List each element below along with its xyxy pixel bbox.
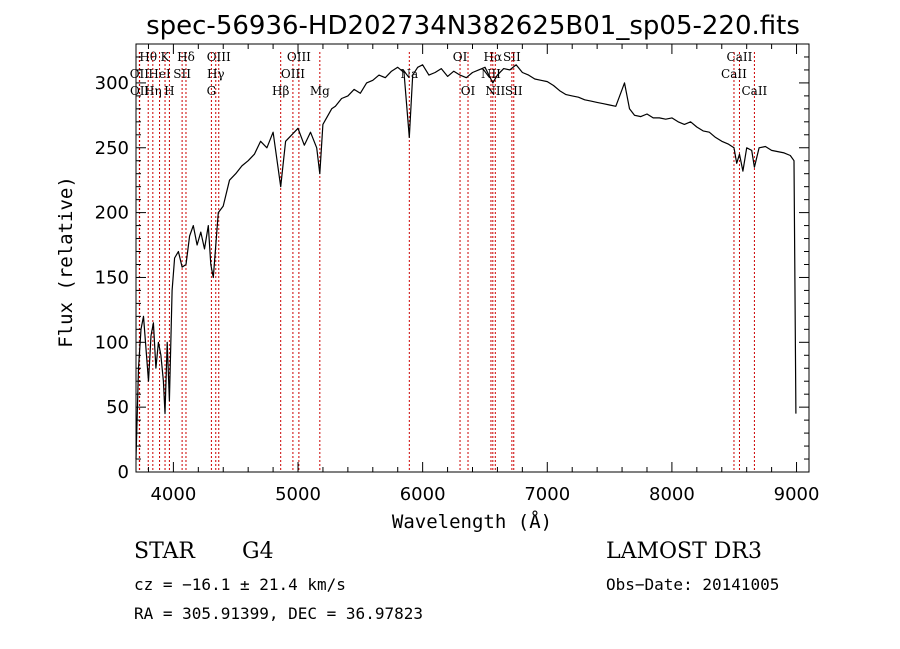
line-marker-label: K <box>161 50 171 64</box>
y-tick-label: 50 <box>106 397 129 418</box>
x-axis: 4000 5000 6000 7000 8000 9000 <box>147 44 820 505</box>
y-tick-label: 300 <box>95 73 129 94</box>
line-marker-label: OII <box>130 84 150 98</box>
line-marker-label: CaII <box>727 50 753 64</box>
y-axis: 0 50 100 150 200 250 300 <box>95 56 809 483</box>
line-marker-label: Na <box>400 67 418 81</box>
line-marker-label: CaII <box>721 67 747 81</box>
line-marker-label: CaII <box>741 84 767 98</box>
survey-label: LAMOST DR3 <box>606 539 762 564</box>
chart-title: spec-56936-HD202734N382625B01_sp05-220.f… <box>146 11 800 41</box>
obs-date: Obs−Date: 20141005 <box>606 575 780 594</box>
line-marker-label: Hθ <box>139 50 157 64</box>
line-marker-label: HeI <box>148 67 171 81</box>
y-axis-title: Flux (relative) <box>55 176 77 348</box>
object-subclass: G4 <box>242 539 274 564</box>
redshift-text: cz = −16.1 ± 21.4 km/s <box>134 575 346 594</box>
x-tick-label: 4000 <box>150 484 196 505</box>
line-marker-label: OI <box>461 84 476 98</box>
line-marker-label: NII <box>485 84 505 98</box>
plot-frame <box>135 43 810 473</box>
y-tick-label: 100 <box>95 332 129 353</box>
y-tick-label: 200 <box>95 203 129 224</box>
spectrum-line <box>135 64 797 460</box>
line-marker-label: Hβ <box>272 84 289 98</box>
line-marker-label: Hα <box>484 50 503 64</box>
line-marker-label: SII <box>505 84 523 98</box>
x-tick-label: 9000 <box>774 484 820 505</box>
line-marker-label: OIII <box>287 50 311 64</box>
y-tick-label: 0 <box>118 462 129 483</box>
x-tick-label: 7000 <box>524 484 570 505</box>
line-marker-label: SII <box>503 50 521 64</box>
line-marker-label: Mg <box>310 84 330 98</box>
coordinates-text: RA = 305.91399, DEC = 36.97823 <box>134 604 423 623</box>
line-marker-label: OIII <box>281 67 305 81</box>
object-class: STAR <box>134 539 195 564</box>
x-tick-label: 6000 <box>400 484 446 505</box>
line-marker-label: OIII <box>207 50 231 64</box>
line-marker-label: Hδ <box>177 50 195 64</box>
x-tick-label: 8000 <box>649 484 695 505</box>
line-marker-label: Hγ <box>207 67 225 81</box>
x-tick-label: 5000 <box>275 484 321 505</box>
x-axis-title: Wavelength (Å) <box>392 510 552 533</box>
line-marker-label: Hη <box>144 84 162 98</box>
y-tick-label: 150 <box>95 267 129 288</box>
line-marker-label: SII <box>173 67 191 81</box>
line-marker-label: G <box>207 84 217 98</box>
y-tick-label: 250 <box>95 138 129 159</box>
line-marker-label: H <box>164 84 174 98</box>
line-marker-label: OI <box>453 50 468 64</box>
